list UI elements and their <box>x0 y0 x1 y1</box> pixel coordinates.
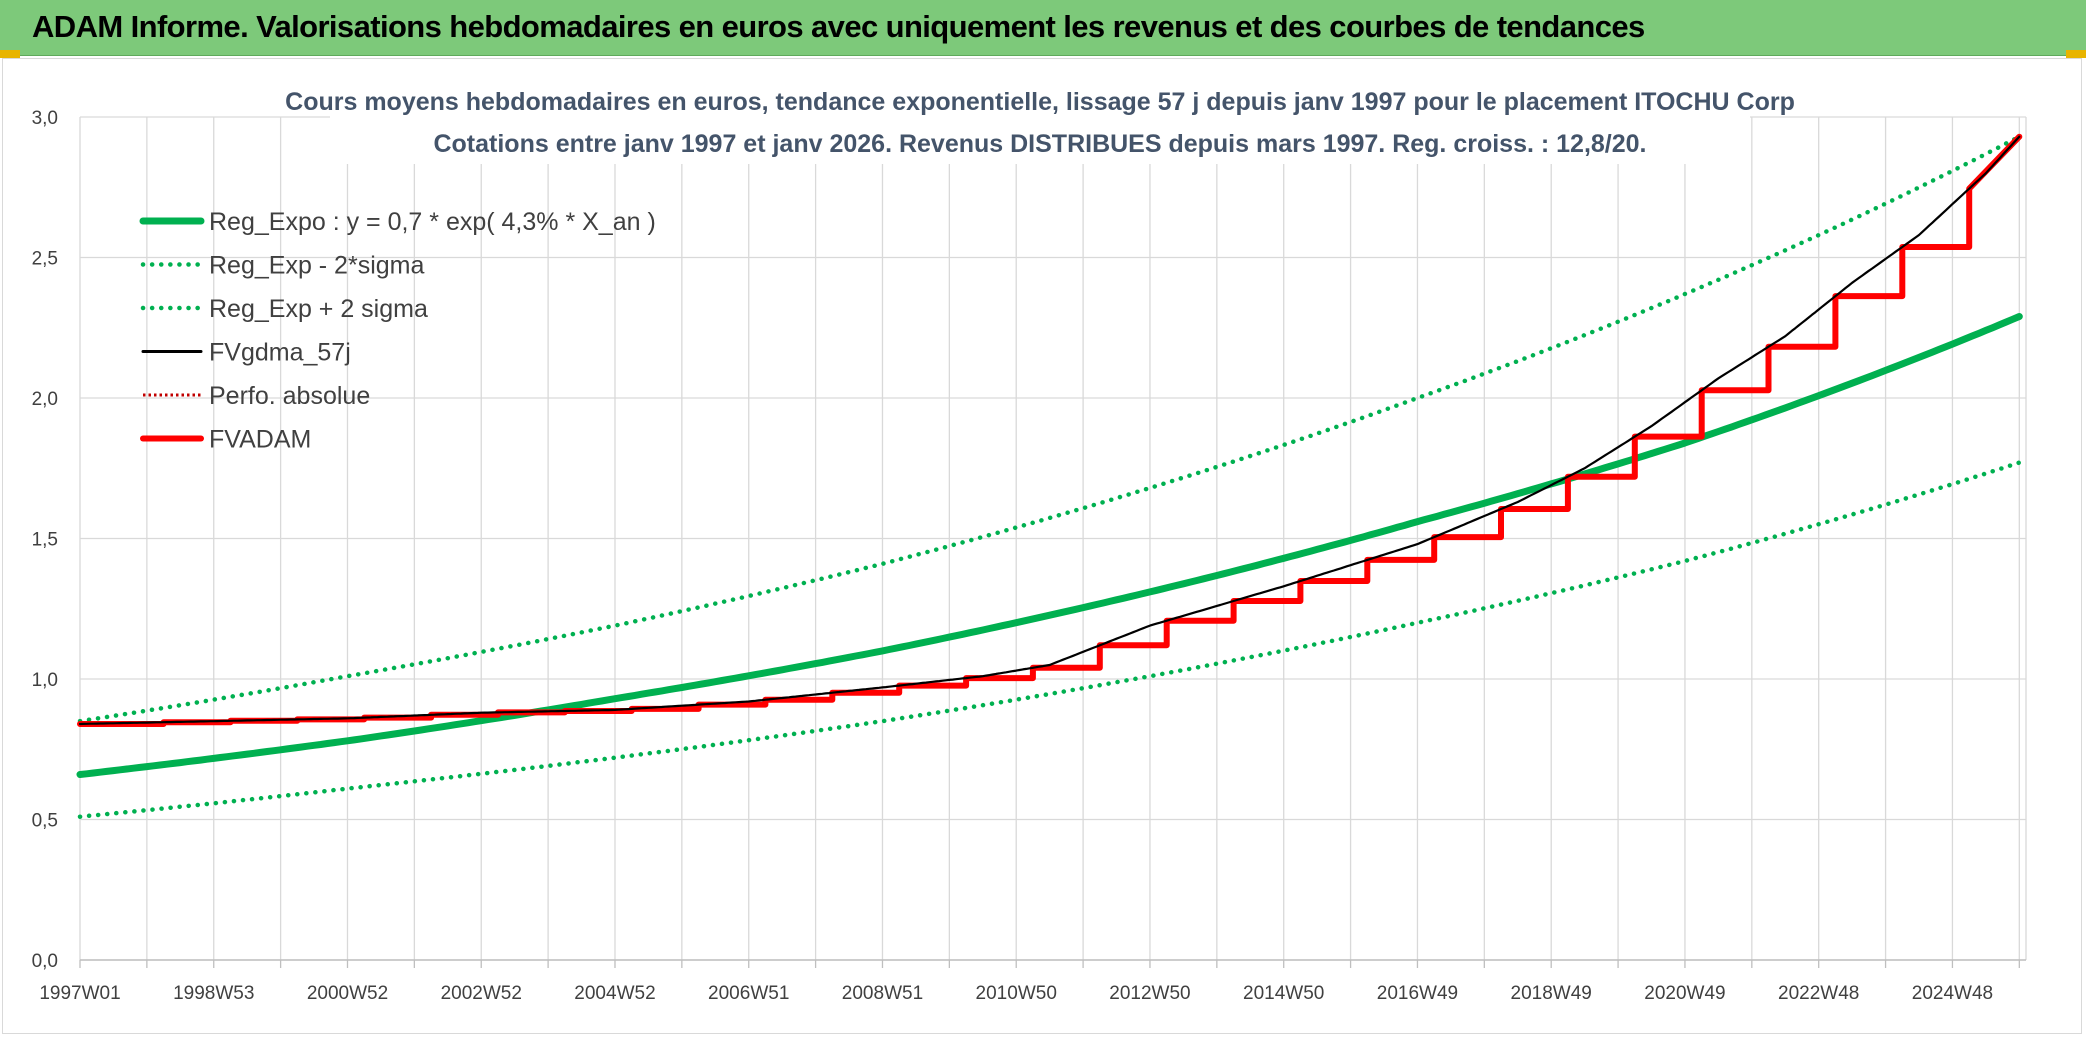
series-line-3 <box>78 135 2021 726</box>
chart-grid <box>79 116 2027 968</box>
x-tick-label: 2012W50 <box>1109 983 1190 1004</box>
x-tick-label: 2006W51 <box>708 983 789 1004</box>
y-tick-label: 0,5 <box>32 811 58 832</box>
chart-title: Cours moyens hebdomadaires en euros, ten… <box>285 88 1795 116</box>
series-line-5 <box>77 133 2023 727</box>
x-axis-ticks: 1997W01 1998W53 2000W52 2002W52 2004W52 2006W… <box>39 983 1993 1004</box>
x-tick-label: 2004W52 <box>574 983 655 1004</box>
x-tick-label: 2000W52 <box>307 983 388 1004</box>
x-tick-label: 2008W51 <box>842 983 923 1004</box>
series-line-1 <box>77 460 2022 819</box>
x-tick-label: 2002W52 <box>441 983 522 1004</box>
x-tick-label: 2010W50 <box>976 983 1057 1004</box>
series-line-0 <box>76 313 2023 778</box>
chart-legend: Reg_Expo : y = 0,7 * exp( 4,3% * X_an ) R… <box>139 208 656 454</box>
y-tick-label: 1,5 <box>32 530 58 551</box>
y-tick-label: 0,0 <box>32 951 58 972</box>
x-tick-label: 2016W49 <box>1377 983 1458 1004</box>
corner-marker-left <box>0 50 20 58</box>
x-tick-label: 1998W53 <box>173 983 254 1004</box>
report-title: ADAM Informe. Valorisations hebdomadaire… <box>32 9 1645 44</box>
x-tick-label: 2024W48 <box>1912 983 1993 1004</box>
report-banner: ADAM Informe. Valorisations hebdomadaire… <box>0 0 2086 56</box>
legend-label: FVgdma_57j <box>209 339 351 367</box>
legend-label: Reg_Expo : y = 0,7 * exp( 4,3% * X_an ) <box>209 208 656 236</box>
title-backdrop <box>330 80 1750 164</box>
x-tick-label: 1997W01 <box>39 983 120 1004</box>
y-tick-label: 3,0 <box>32 108 58 129</box>
legend-label: FVADAM <box>209 426 311 454</box>
legend-label: Perfo. absolue <box>209 382 370 410</box>
y-axis-ticks: 0,0 0,5 1,0 1,5 2,0 2,5 3,0 <box>32 108 58 972</box>
y-tick-label: 2,0 <box>32 389 58 410</box>
x-tick-label: 2018W49 <box>1511 983 1592 1004</box>
series-line-2 <box>77 134 2022 724</box>
legend-label: Reg_Exp - 2*sigma <box>209 252 424 280</box>
legend-label: Reg_Exp + 2 sigma <box>209 295 428 323</box>
x-tick-label: 2022W48 <box>1778 983 1859 1004</box>
corner-marker-right <box>2066 50 2086 58</box>
x-tick-label: 2020W49 <box>1644 983 1725 1004</box>
chart-subtitle: Cotations entre janv 1997 et janv 2026. … <box>433 130 1646 158</box>
chart-series <box>76 133 2023 819</box>
x-tick-label: 2014W50 <box>1243 983 1324 1004</box>
y-tick-label: 2,5 <box>32 249 58 270</box>
chart-border <box>2 58 2082 1034</box>
y-tick-label: 1,0 <box>32 670 58 691</box>
